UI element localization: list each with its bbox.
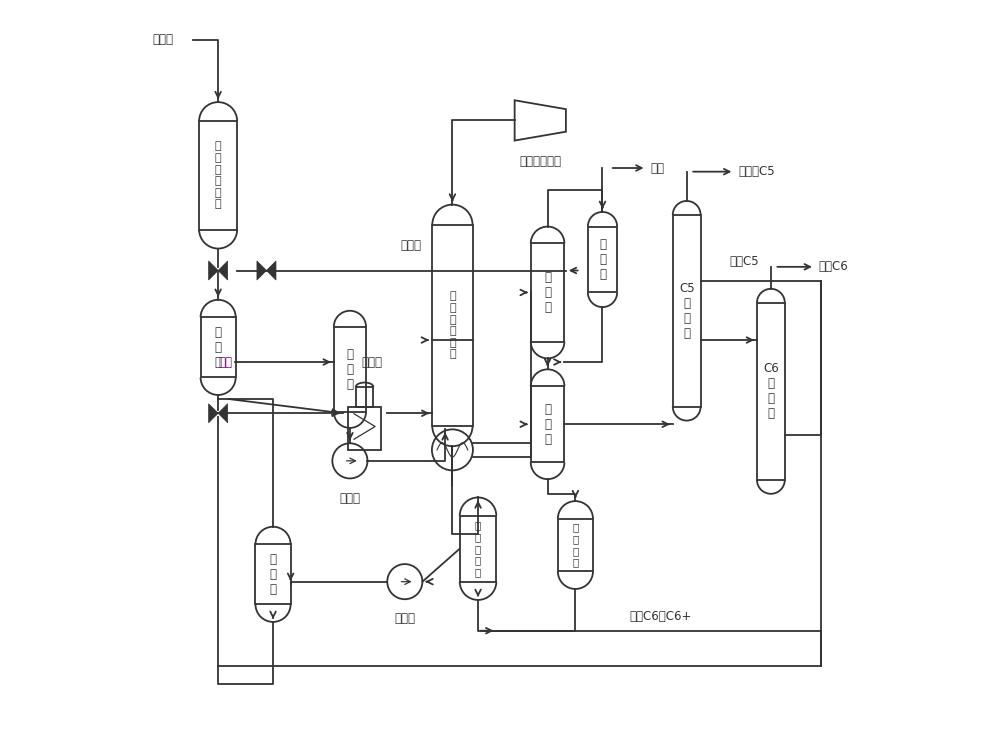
Text: 冷
低
分: 冷 低 分 <box>544 403 551 446</box>
Text: 进料泵: 进料泵 <box>394 612 415 625</box>
Bar <box>558 518 593 571</box>
Text: 冷
高
分: 冷 高 分 <box>544 271 551 314</box>
Bar <box>356 387 373 407</box>
Text: 原料泵: 原料泵 <box>339 492 360 504</box>
Text: 加热炉: 加热炉 <box>361 357 382 369</box>
Text: C5
精
馏
塔: C5 精 馏 塔 <box>679 282 695 339</box>
Text: 原料: 原料 <box>219 356 233 369</box>
Polygon shape <box>209 404 218 423</box>
Polygon shape <box>209 261 218 280</box>
Bar <box>588 227 617 292</box>
Text: 循环氢: 循环氢 <box>400 239 421 252</box>
Polygon shape <box>218 404 228 423</box>
Bar <box>348 407 381 450</box>
Polygon shape <box>266 261 276 280</box>
Polygon shape <box>257 261 266 280</box>
Text: 烷
基
化
反
应
器: 烷 基 化 反 应 器 <box>215 141 221 210</box>
Text: 原
料
罐: 原 料 罐 <box>346 348 353 391</box>
Bar <box>531 243 564 342</box>
Bar <box>757 303 785 480</box>
Text: 正构C6及C6+: 正构C6及C6+ <box>630 610 692 624</box>
Bar <box>673 215 701 407</box>
Bar <box>460 515 496 582</box>
Text: 干
燥
塔: 干 燥 塔 <box>270 553 277 596</box>
Bar <box>199 121 237 230</box>
Bar <box>255 545 291 604</box>
Text: 循环氢压缩机: 循环氢压缩机 <box>519 155 561 168</box>
Text: 异构C6: 异构C6 <box>818 260 848 273</box>
Text: 异构化C5: 异构化C5 <box>738 165 775 178</box>
Bar <box>201 317 236 377</box>
Text: C6
精
馏
塔: C6 精 馏 塔 <box>763 363 779 420</box>
Text: 碱
洗
罐: 碱 洗 罐 <box>599 238 606 281</box>
Text: 正构C5: 正构C5 <box>730 255 760 269</box>
Text: 新鲜氢: 新鲜氢 <box>152 34 173 46</box>
Text: 干
燥
塔: 干 燥 塔 <box>215 326 222 369</box>
Bar <box>432 225 473 426</box>
Bar <box>334 327 366 412</box>
Bar <box>531 386 564 463</box>
Text: 异
构
化
反
应
器: 异 构 化 反 应 器 <box>449 292 456 360</box>
Polygon shape <box>218 261 228 280</box>
Text: 气体: 气体 <box>650 161 664 175</box>
Text: 氯
化
剂
罐: 氯 化 剂 罐 <box>572 523 579 568</box>
Text: 进
料
缓
冲
罐: 进 料 缓 冲 罐 <box>475 521 481 577</box>
